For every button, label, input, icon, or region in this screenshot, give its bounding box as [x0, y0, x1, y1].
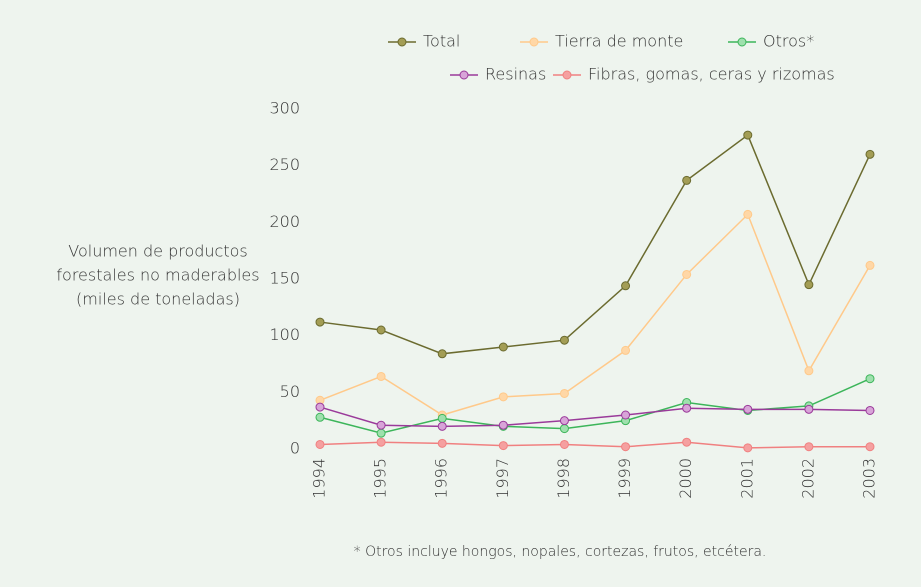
y-tick-label: 150: [269, 269, 300, 288]
x-tick-label: 1994: [310, 458, 329, 499]
point: [437, 421, 447, 431]
legend-label: Total: [423, 32, 460, 51]
point: [743, 209, 753, 219]
point: [559, 388, 569, 398]
y-tick-label: 300: [269, 99, 300, 118]
point: [376, 437, 386, 447]
point: [559, 335, 569, 345]
x-tick-label: 2003: [860, 458, 879, 499]
point: [865, 442, 875, 452]
x-tick-label: 1998: [554, 458, 573, 499]
point: [559, 424, 569, 434]
legend-label: Fibras, gomas, ceras y rizomas: [588, 65, 835, 84]
point: [559, 416, 569, 426]
x-tick-label: 1995: [371, 458, 390, 499]
point: [376, 325, 386, 335]
x-tick-label: 2002: [798, 458, 817, 499]
point: [804, 442, 814, 452]
point: [682, 437, 692, 447]
x-tick-label: 1999: [615, 458, 634, 499]
series-line: [319, 406, 871, 428]
y-tick-label: 200: [269, 212, 300, 231]
point: [376, 371, 386, 381]
point: [621, 281, 631, 291]
y-label: (miles de toneladas): [76, 290, 240, 309]
point: [621, 345, 631, 355]
point: [376, 420, 386, 430]
legend-marker: [459, 70, 469, 80]
point: [498, 342, 508, 352]
legend-marker: [562, 70, 572, 80]
point: [315, 317, 325, 327]
legend-marker: [529, 37, 539, 47]
legend-label: Otros*: [763, 32, 814, 51]
x-tick-label: 1997: [493, 458, 512, 499]
point: [804, 366, 814, 376]
series-line: [319, 133, 871, 355]
point: [865, 374, 875, 384]
point: [682, 269, 692, 279]
y-tick-label: 100: [269, 325, 300, 344]
point: [559, 439, 569, 449]
footnote: * Otros incluye hongos, nopales, corteza…: [354, 544, 767, 560]
point: [498, 420, 508, 430]
point: [437, 413, 447, 423]
point: [743, 404, 753, 414]
point: [804, 280, 814, 290]
point: [865, 149, 875, 159]
point: [682, 175, 692, 185]
x-tick-label: 1996: [432, 458, 451, 499]
legend-marker: [737, 37, 747, 47]
point: [498, 392, 508, 402]
point: [437, 438, 447, 448]
point: [865, 405, 875, 415]
y-label: forestales no maderables: [56, 266, 259, 285]
point: [376, 428, 386, 438]
x-tick-label: 2000: [676, 458, 695, 499]
series-line: [319, 213, 871, 416]
point: [498, 441, 508, 451]
point: [865, 260, 875, 270]
point: [682, 403, 692, 413]
point: [743, 443, 753, 453]
x-tick-label: 2001: [737, 458, 756, 499]
legend-label: Tierra de monte: [555, 32, 683, 51]
point: [315, 439, 325, 449]
point: [437, 349, 447, 359]
point: [621, 442, 631, 452]
y-tick-label: 250: [269, 155, 300, 174]
point: [621, 410, 631, 420]
legend-marker: [397, 37, 407, 47]
y-label: Volumen de productos: [68, 242, 247, 261]
point: [804, 404, 814, 414]
series-line: [319, 441, 870, 449]
point: [315, 412, 325, 422]
legend-label: Resinas: [485, 65, 546, 84]
point: [315, 402, 325, 412]
y-tick-label: 0: [290, 439, 300, 458]
point: [743, 130, 753, 140]
y-tick-label: 50: [280, 382, 300, 401]
